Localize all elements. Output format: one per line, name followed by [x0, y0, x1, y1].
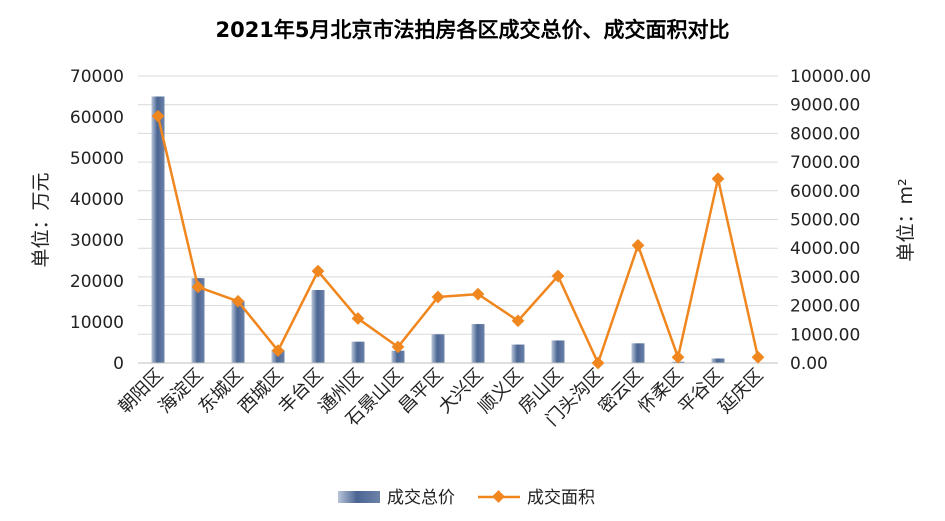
bar-石景山区	[391, 350, 405, 363]
right-tick-label: 6000.00	[790, 182, 860, 202]
left-axis-label: 单位：万元	[30, 172, 52, 267]
right-tick-label: 0.00	[790, 354, 828, 374]
bar-丰台区	[311, 290, 325, 363]
left-tick-label: 20000	[70, 272, 124, 292]
left-tick-label: 30000	[70, 231, 124, 251]
x-axis-ticks: 朝阳区海淀区东城区西城区丰台区通州区石景山区昌平区大兴区顺义区房山区门头沟区密云…	[115, 365, 768, 431]
left-tick-label: 0	[113, 354, 124, 374]
bar-朝阳区	[151, 96, 165, 363]
bar-平谷区	[711, 358, 725, 363]
line-point-石景山区	[391, 340, 405, 354]
area-line	[156, 115, 760, 367]
bar-顺义区	[511, 344, 525, 363]
right-tick-label: 1000.00	[790, 325, 860, 345]
right-tick-label: 7000.00	[790, 153, 860, 173]
bar-东城区	[231, 300, 245, 363]
left-tick-label: 50000	[70, 149, 124, 169]
line-point-昌平区	[431, 290, 445, 304]
legend-bar-swatch	[338, 491, 380, 503]
line-point-西城区	[271, 344, 285, 358]
bar-昌平区	[431, 334, 445, 363]
line-series	[151, 109, 765, 370]
left-tick-label: 40000	[70, 190, 124, 210]
line-point-东城区	[231, 294, 245, 308]
line-point-通州区	[351, 312, 365, 325]
left-tick-label: 70000	[70, 67, 124, 87]
legend: 成交总价 成交面积	[338, 488, 595, 508]
line-point-丰台区	[311, 264, 325, 278]
right-axis-ticks: 0.00 1000.00 2000.00 3000.00 4000.00 5000.00 6…	[790, 67, 871, 374]
line-point-朝阳区	[151, 109, 165, 123]
right-tick-label: 4000.00	[790, 239, 860, 259]
x-tick-label: 平谷区	[675, 365, 728, 418]
left-tick-label: 60000	[70, 108, 124, 128]
right-axis-label: 单位：m²	[895, 178, 917, 261]
x-tick-label: 大兴区	[435, 365, 488, 418]
right-tick-label: 8000.00	[790, 124, 860, 144]
x-tick-label: 怀柔区	[635, 365, 688, 418]
x-tick-label: 海淀区	[155, 365, 208, 418]
line-point-怀柔区	[671, 350, 685, 364]
left-axis-ticks: 0 10000 20000 30000 40000 50000 60000 70000	[70, 67, 124, 374]
bar-房山区	[551, 340, 565, 363]
right-tick-label: 5000.00	[790, 211, 860, 231]
legend-bar-label: 成交总价	[387, 488, 455, 508]
x-tick-label: 东城区	[195, 365, 248, 418]
bar-大兴区	[471, 324, 485, 363]
x-tick-label: 密云区	[595, 365, 648, 418]
right-tick-label: 9000.00	[790, 96, 860, 116]
line-point-平谷区	[711, 172, 725, 186]
line-point-密云区	[631, 238, 645, 252]
chart-title: 2021年5月北京市法拍房各区成交总价、成交面积对比	[215, 18, 730, 42]
line-point-海淀区	[191, 280, 205, 294]
legend-line-marker	[492, 490, 505, 503]
line-point-大兴区	[471, 287, 485, 301]
x-tick-label: 顺义区	[475, 365, 528, 418]
bar-通州区	[351, 341, 365, 363]
grid-lines	[138, 75, 778, 364]
bar-密云区	[631, 343, 645, 363]
legend-line-label: 成交面积	[527, 488, 595, 508]
bar-series	[151, 96, 725, 363]
x-tick-label: 丰台区	[275, 365, 328, 418]
bar-海淀区	[191, 278, 205, 363]
left-tick-label: 10000	[70, 313, 124, 333]
right-tick-label: 10000.00	[790, 67, 871, 87]
x-tick-label: 延庆区	[715, 365, 768, 418]
right-tick-label: 3000.00	[790, 268, 860, 288]
x-tick-label: 西城区	[235, 365, 288, 418]
line-point-延庆区	[751, 350, 765, 364]
right-tick-label: 2000.00	[790, 297, 860, 317]
x-tick-label: 昌平区	[395, 365, 448, 418]
